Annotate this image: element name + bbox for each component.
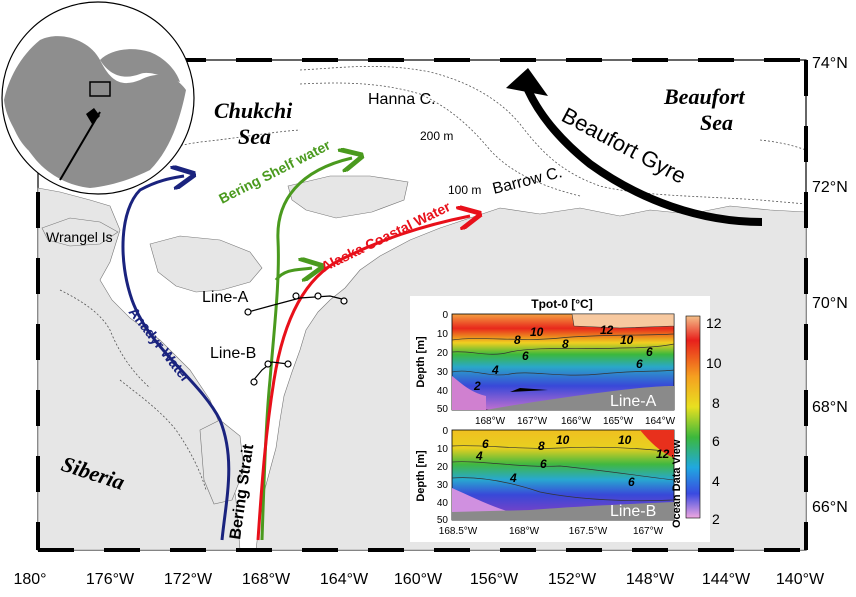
lon-label: 164°W — [320, 571, 369, 588]
lon-label: 156°W — [470, 571, 519, 588]
contour-label: 6 — [540, 457, 547, 471]
contour-label: 6 — [482, 437, 489, 451]
colorbar-tick: 12 — [706, 315, 722, 331]
contour-label: 4 — [491, 363, 499, 377]
hanna-label: Hanna C. — [368, 91, 436, 108]
depth-200-label: 200 m — [420, 129, 453, 143]
lon-label: 160°W — [394, 571, 443, 588]
contour-label: 10 — [618, 433, 632, 447]
depth-100-label: 100 m — [448, 183, 481, 197]
ytick: 20 — [437, 348, 449, 359]
contour-label: 4 — [509, 471, 517, 485]
section-inset: Tpot-0 [°C] 10 12 8 8 10 6 6 6 4 2 — [410, 296, 722, 542]
lat-label: 74°N — [812, 55, 848, 72]
panel-a-name: Line-A — [610, 393, 657, 410]
lat-label: 68°N — [812, 399, 848, 416]
bering-shelf-branch — [274, 268, 312, 280]
beaufort-label-2: Sea — [700, 110, 733, 135]
xtick: 165°W — [603, 416, 634, 427]
contour-label: 8 — [514, 333, 521, 347]
colorbar-tick: 8 — [712, 395, 720, 411]
lat-label: 72°N — [812, 179, 848, 196]
contour-label: 6 — [646, 345, 653, 359]
anadyr-current — [121, 176, 231, 541]
contour-label: 6 — [522, 349, 529, 363]
lon-label: 180° — [13, 571, 46, 588]
contour-label: 8 — [562, 337, 569, 351]
ytick: 50 — [437, 515, 449, 526]
xtick: 168°W — [509, 526, 540, 537]
line-a-label: Line-A — [202, 289, 249, 306]
contour-label: 4 — [475, 449, 483, 463]
contour-label: 10 — [556, 433, 570, 447]
lat-label: 66°N — [812, 499, 848, 516]
panel-line-b: 6 4 8 10 10 12 6 4 6 Line-B Depth [m] 0 … — [415, 426, 675, 537]
xtick: 167.5°W — [569, 526, 608, 537]
chukchi-label-1: Chukchi — [214, 98, 293, 123]
xtick: 164°W — [645, 416, 676, 427]
lon-label: 168°W — [242, 571, 291, 588]
ytick: 20 — [437, 462, 449, 473]
panel-line-a: 10 12 8 8 10 6 6 6 4 2 Line-A Depth [m] … — [415, 310, 676, 427]
ytick: 10 — [437, 444, 449, 455]
ytick: 30 — [437, 480, 449, 491]
xtick: 167°W — [633, 526, 664, 537]
currents — [121, 158, 470, 541]
lon-label: 148°W — [626, 571, 675, 588]
colorbar-tick: 6 — [712, 433, 720, 449]
contour-label: 10 — [620, 333, 634, 347]
contour-label: 6 — [628, 475, 635, 489]
xtick: 168°W — [475, 416, 506, 427]
ytick: 40 — [437, 386, 449, 397]
lon-label: 144°W — [702, 571, 751, 588]
ytick: 0 — [442, 426, 448, 437]
xtick: 167°W — [517, 416, 548, 427]
panel-b-ylabel: Depth [m] — [415, 450, 427, 502]
colorbar: 12 10 8 6 4 2 Ocean Data View — [671, 315, 722, 528]
lat-labels: 74°N 72°N 70°N 68°N 66°N — [812, 55, 848, 516]
globe-inset — [1, 1, 195, 195]
ytick: 50 — [437, 404, 449, 415]
contour-label: 2 — [473, 379, 481, 393]
colorbar-tick: 4 — [712, 473, 720, 489]
ytick: 30 — [437, 367, 449, 378]
lon-labels: 180° 176°W 172°W 168°W 164°W 160°W 156°W… — [13, 571, 825, 588]
contour-label: 12 — [656, 447, 670, 461]
lon-label: 152°W — [548, 571, 597, 588]
ytick: 40 — [437, 498, 449, 509]
colorbar-tick: 10 — [706, 355, 722, 371]
beaufort-label-1: Beaufort — [663, 84, 746, 109]
ytick: 10 — [437, 329, 449, 340]
inset-title: Tpot-0 [°C] — [531, 297, 592, 311]
lat-label: 70°N — [812, 295, 848, 312]
contour-label: 8 — [538, 439, 545, 453]
xtick: 168.5°W — [439, 526, 478, 537]
colorbar-tick: 2 — [712, 511, 720, 527]
lon-label: 140°W — [776, 571, 825, 588]
transect-lines — [244, 292, 348, 386]
wrangel-label: Wrangel Is — [46, 229, 113, 245]
xtick: 166°W — [561, 416, 592, 427]
panel-b-name: Line-B — [610, 503, 656, 520]
chukchi-label-2: Sea — [238, 124, 271, 149]
beaufort-gyre-arrow — [506, 68, 763, 226]
bathymetry-contours — [59, 65, 807, 491]
ytick: 0 — [442, 310, 448, 321]
contour-label: 6 — [636, 357, 643, 371]
colorbar-title: Ocean Data View — [671, 439, 683, 528]
lon-label: 172°W — [164, 571, 213, 588]
panel-a-ylabel: Depth [m] — [415, 336, 427, 388]
line-b-label: Line-B — [210, 345, 256, 362]
contour-label: 10 — [530, 325, 544, 339]
contour-label: 12 — [600, 323, 614, 337]
alaska-coastal-current — [256, 216, 470, 541]
lon-label: 176°W — [86, 571, 135, 588]
